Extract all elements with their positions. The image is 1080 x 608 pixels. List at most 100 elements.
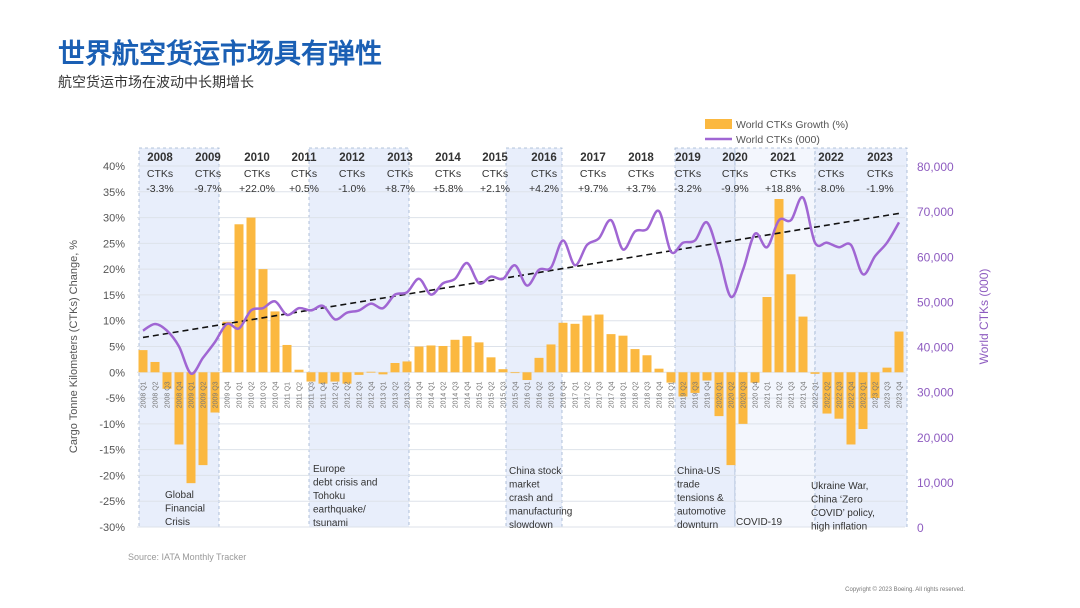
event-annotation: Tohoku [313,491,345,502]
growth-bar [654,368,664,373]
event-annotation: Ukraine War, [811,481,868,492]
growth-bar [762,296,772,373]
x-tick-label: 2020 Q3 [741,381,748,408]
x-tick-label: 2010 Q3 [261,381,268,408]
year-change: +22.0% [239,183,275,195]
year-change: +8.7% [385,183,415,195]
growth-bar [210,372,220,413]
x-tick-label: 2016 Q2 [537,381,544,408]
x-tick-label: 2016 Q4 [561,381,568,408]
growth-bar [150,361,160,373]
x-tick-label: 2018 Q2 [633,381,640,408]
x-tick-label: 2015 Q2 [489,381,496,408]
growth-bar [354,372,364,375]
year-header: 2017 CTKs +9.7% [578,152,608,195]
source-note: Source: IATA Monthly Tracker [128,552,247,562]
year-ctks-label: CTKs [867,168,893,180]
growth-bar [534,357,544,373]
left-tick-label: 15% [103,290,125,302]
year-ctks-label: CTKs [147,168,173,180]
growth-bar [870,372,880,399]
growth-bar [162,372,172,389]
x-tick-label: 2013 Q3 [405,381,412,408]
growth-bar [342,372,352,384]
year-header: 2014 CTKs +5.8% [433,152,463,195]
growth-bar [714,372,724,417]
right-tick-label: 30,000 [917,386,954,400]
x-tick-label: 2011 Q1 [285,382,292,408]
event-annotation: high inflation [811,522,867,533]
event-annotation: COVID’ policy, [811,508,875,519]
growth-bar [318,372,328,384]
growth-bar [378,372,388,375]
year-header: 2008 CTKs -3.3% [146,152,173,195]
x-tick-label: 2011 Q4 [321,382,328,408]
left-tick-label: -15% [99,445,125,457]
year-label: 2016 [531,152,557,164]
year-change: +0.5% [289,183,319,195]
year-change: -9.7% [194,183,221,195]
x-tick-label: 2019 Q4 [705,381,712,408]
growth-bar [186,372,196,484]
x-tick-label: 2008 Q1 [141,381,148,408]
growth-bar [858,372,868,430]
growth-bar [618,335,628,373]
left-tick-label: 25% [103,238,125,250]
year-header: 2023 CTKs -1.9% [866,152,893,195]
x-tick-label: 2022 Q3 [837,381,844,408]
growth-bar [486,357,496,373]
year-ctks-label: CTKs [628,168,654,180]
event-annotation: China stock [509,466,562,477]
x-tick-label: 2008 Q2 [153,381,160,408]
left-tick-label: 20% [103,264,125,276]
growth-bar [834,372,844,419]
x-tick-label: 2020 Q1 [717,381,724,408]
growth-bar [798,316,808,373]
event-annotation: trade [677,480,700,491]
left-tick-label: 10% [103,316,125,328]
year-change: +9.7% [578,183,608,195]
left-tick-label: 40% [103,161,125,173]
x-tick-label: 2013 Q2 [393,381,400,408]
left-tick-label: -10% [99,419,125,431]
page-subtitle: 航空货运市场在波动中长期增长 [58,75,254,91]
year-header: 2009 CTKs -9.7% [194,152,221,195]
x-tick-label: 2021 Q1 [765,381,772,408]
legend-label-growth: World CTKs Growth (%) [736,119,848,131]
growth-bar [882,367,892,373]
growth-bar [450,339,460,373]
right-tick-label: 0 [917,521,924,535]
growth-bar [174,372,184,445]
growth-bar [690,372,700,393]
growth-bar [234,224,244,373]
year-header: 2013 CTKs +8.7% [385,152,415,195]
year-ctks-label: CTKs [482,168,508,180]
growth-bar [510,372,520,374]
left-tick-label: -25% [99,496,125,508]
x-tick-label: 2023 Q1 [861,381,868,408]
x-tick-label: 2009 Q4 [225,381,232,408]
year-change: -1.0% [338,183,365,195]
x-tick-label: 2014 Q4 [465,381,472,408]
growth-bar [462,336,472,373]
x-tick-label: 2017 Q4 [609,381,616,408]
x-tick-label: 2020 Q4 [753,381,760,408]
year-label: 2022 [818,152,844,164]
x-tick-label: 2013 Q4 [417,381,424,408]
growth-bar [810,372,820,374]
year-label: 2021 [770,152,796,164]
year-ctks-label: CTKs [387,168,413,180]
x-tick-label: 2014 Q1 [429,381,436,408]
growth-bar [642,355,652,373]
event-annotation: debt crisis and [313,478,377,489]
growth-bar [774,199,784,373]
year-ctks-label: CTKs [580,168,606,180]
year-header: 2018 CTKs +3.7% [626,152,656,195]
x-tick-label: 2022 Q2 [825,381,832,408]
growth-bar [258,269,268,373]
x-tick-label: 2012 Q2 [345,381,352,408]
year-header: 2011 CTKs +0.5% [289,152,319,195]
growth-bar [606,334,616,373]
year-label: 2019 [675,152,701,164]
x-tick-label: 2014 Q2 [441,381,448,408]
